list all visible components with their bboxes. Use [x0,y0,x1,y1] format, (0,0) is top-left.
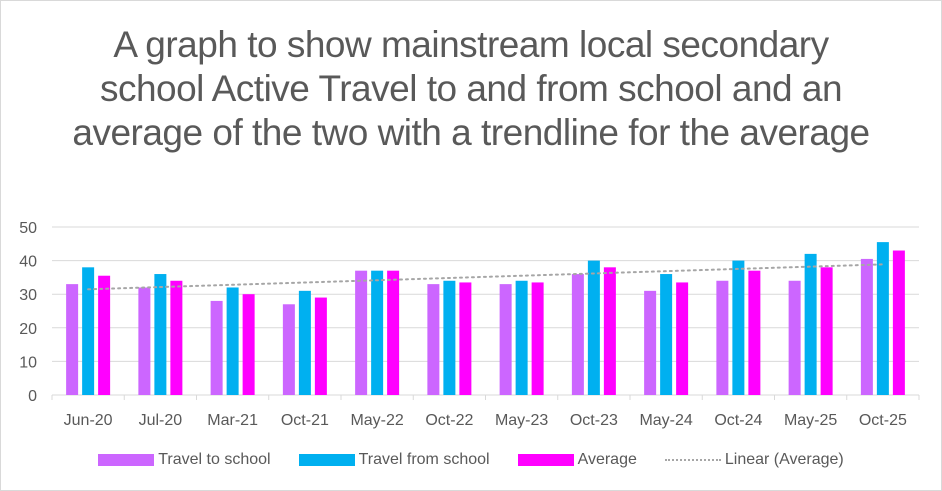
bar-travel-to-school [788,280,801,395]
bar-average [892,250,905,395]
bar-average [314,297,327,395]
bar-travel-to-school [499,284,512,395]
y-tick-label: 10 [19,354,37,371]
bar-travel-from-school [443,280,456,395]
x-tick-label: May-25 [784,412,837,429]
legend-label: Linear (Average) [724,451,844,468]
x-tick-label: May-22 [350,412,403,429]
bar-travel-to-school [138,287,151,395]
legend-swatch [664,459,721,461]
bar-travel-from-school [371,270,384,395]
legend-item-travel-from: Travel from school [298,451,490,469]
bar-average [820,267,833,395]
bar-travel-to-school [355,270,368,395]
bar-travel-to-school [210,300,223,395]
x-tick-label: Mar-21 [207,412,258,429]
bar-travel-from-school [876,242,889,395]
bar-travel-from-school [298,290,311,395]
x-tick-label: Oct-23 [570,412,618,429]
bar-average [676,282,689,395]
bar-travel-to-school [644,290,657,395]
bar-travel-to-school [716,280,729,395]
bar-travel-from-school [660,274,673,395]
x-tick-label: May-24 [639,412,692,429]
y-tick-label: 50 [19,220,37,237]
y-tick-label: 40 [19,254,37,271]
bar-travel-from-school [515,280,528,395]
legend-item-average: Average [517,451,637,469]
legend-label: Travel from school [358,451,490,468]
bar-travel-from-school [154,274,167,395]
bar-average [170,280,183,395]
chart-title: A graph to show mainstream local seconda… [72,24,870,153]
legend-item-travel-to: Travel to school [98,451,271,469]
x-tick-label: Oct-24 [714,412,762,429]
y-tick-label: 0 [28,388,37,405]
x-tick-label: May-23 [495,412,548,429]
legend-swatch [517,454,574,466]
bar-average [531,282,544,395]
y-tick-label: 30 [19,287,37,304]
bar-average [748,270,761,395]
bar-travel-to-school [860,258,873,395]
bar-average [387,270,400,395]
legend-label: Travel to school [158,451,271,468]
bar-travel-from-school [82,267,95,395]
bar-average [459,282,472,395]
x-tick-label: Jun-20 [64,412,113,429]
bar-average [242,294,255,395]
bar-travel-to-school [427,284,440,395]
y-tick-label: 20 [19,321,37,338]
bar-average [98,275,111,395]
x-tick-label: Oct-21 [281,412,329,429]
legend-item-trendline: Linear (Average) [664,451,844,469]
legend-label: Average [577,451,637,468]
bar-travel-from-school [226,287,239,395]
bar-travel-from-school [732,260,745,395]
legend-swatch [98,454,155,466]
bar-travel-from-school [804,253,817,395]
legend-swatch [298,454,355,466]
bar-travel-to-school [66,284,79,395]
x-tick-label: Oct-25 [859,412,907,429]
legend: Travel to school Travel from school Aver… [1,451,941,469]
bar-average [603,267,616,395]
bar-travel-from-school [587,260,600,395]
x-tick-label: Oct-22 [425,412,473,429]
bar-travel-to-school [571,274,584,395]
bar-travel-to-school [282,304,295,395]
x-tick-label: Jul-20 [139,412,183,429]
trendline [87,263,884,291]
